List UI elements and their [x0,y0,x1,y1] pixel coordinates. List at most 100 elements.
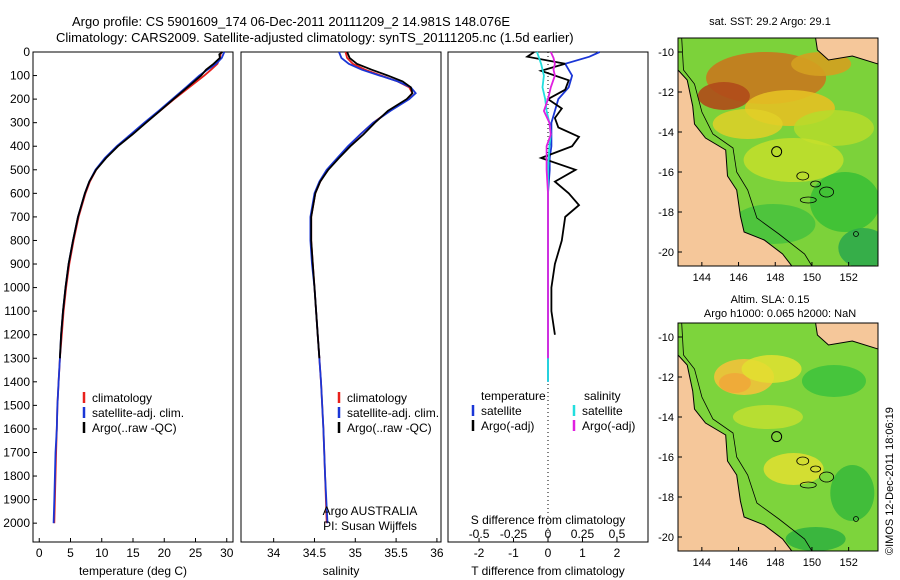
x-tick-label: 2 [614,546,621,560]
lon-tick-label: 148 [766,272,784,284]
pi-label: PI: Susan Wijffels [323,519,417,533]
salinity-series [309,51,417,524]
legend-label: satellite-adj. clim. [347,406,439,420]
depth-tick-label: 600 [10,186,30,200]
depth-tick-label: 1800 [3,469,30,483]
depth-tick-label: 1600 [3,422,30,436]
field-patch [838,228,878,266]
lon-tick-label: 146 [729,272,747,284]
salinity-x-label: salinity [323,564,360,578]
sla-map-title-2: Argo h1000: 0.065 h2000: NaN [704,308,856,320]
land-mass [678,323,793,551]
legend-label: climatology [347,391,407,405]
legend-label: Argo(..raw -QC) [347,421,432,435]
depth-tick-label: 1300 [3,351,30,365]
depth-tick-label: 1000 [3,281,30,295]
land-mass [815,323,878,350]
x-tick-label: 30 [220,546,234,560]
land-mass [815,38,878,65]
x-tick-label: -2 [474,546,485,560]
legend-label: Argo(-adj) [481,419,534,433]
sst-map-title: sat. SST: 29.2 Argo: 29.1 [709,16,831,28]
credit-label: ©IMOS 12-Dec-2011 18:06:19 [884,407,896,555]
difference-series [524,51,601,382]
x-tick-label: 36 [430,546,444,560]
s-tick-label: 0 [545,527,552,541]
title-line-1: Argo profile: CS 5901609_174 06-Dec-2011… [72,14,510,29]
s-tick-label: -0.5 [469,527,490,541]
legend-title-temperature: temperature [481,389,546,403]
lat-tick-label: -18 [658,207,674,219]
map-layers [678,323,878,551]
legend-label: satellite-adj. clim. [92,406,184,420]
temperature-frame [32,51,234,543]
field-patch [785,527,846,551]
lon-tick-label: 152 [839,557,857,569]
s-tick-label: -0.25 [500,527,528,541]
legend-title-salinity: salinity [584,389,621,403]
depth-tick-label: 1100 [4,304,30,318]
lat-tick-label: -12 [658,372,674,384]
reef-outline [819,471,835,483]
title-line-2: Climatology: CARS2009. Satellite-adjuste… [56,30,574,45]
reef-outline [810,465,822,473]
temperature-panel: 0100200300400500600700800900100011001200… [3,45,452,578]
field-patch [732,405,803,429]
difference-panel: -2 -1 0 1 2 -0.5 -0.25 0 0.25 0.5 temperature sali… [447,51,649,578]
t-difference-label: T difference from climatology [471,564,625,578]
depth-tick-label: 0 [23,45,30,59]
field-patch [801,365,866,397]
lat-tick-label: -14 [658,127,674,139]
lat-tick-label: -20 [658,532,674,544]
x-tick-label: 34 [267,546,281,560]
sst-map: sat. SST: 29.2 Argo: 29.1 -10-12-14-16-1… [658,16,879,284]
field-patch [718,373,751,393]
depth-tick-label: 700 [10,210,30,224]
lat-tick-label: -20 [658,247,674,259]
salinity-panel: 34 34.5 35 35.5 36 climatologysatellite-adj.… [240,51,444,578]
depth-tick-label: 900 [10,257,30,271]
map-frame [677,322,879,552]
lat-tick-label: -14 [658,412,674,424]
x-tick-label: 10 [95,546,109,560]
legend-label: Argo(-adj) [582,419,635,433]
x-tick-label: 1 [579,546,586,560]
map-frame [677,37,879,267]
field-patch [809,172,878,232]
depth-tick-label: 500 [10,163,30,177]
sst-map-plot: -10 -12 -14 -16 -18 -20 144 146 148 150 152 [658,37,879,284]
field-patch [731,204,816,244]
depth-tick-label: 300 [10,116,30,130]
reef-outline [796,456,810,466]
difference-x-axis: -2 -1 0 1 2 -0.5 -0.25 0 0.25 0.5 [469,527,626,560]
lon-tick-label: 148 [766,557,784,569]
temperature-series [52,51,226,524]
x-tick-label: 5 [67,546,74,560]
depth-tick-label: 800 [10,233,30,247]
profile-location-marker [771,431,783,443]
depth-tick-label: 200 [10,92,30,106]
depth-tick-label: 1400 [3,375,30,389]
difference-legend: temperature salinitysatelliteArgo(-adj)sa… [471,389,635,433]
s-tick-label: 0.25 [571,527,595,541]
depth-tick-label: 2000 [3,516,30,530]
field-patch [830,465,875,521]
field-patch [793,110,874,146]
legend-label: Argo(..raw -QC) [92,421,177,435]
x-tick-label: 20 [158,546,172,560]
depth-tick-label: 100 [10,69,30,83]
lon-tick-label: 146 [729,557,747,569]
depth-tick-label: 400 [10,139,30,153]
temperature-x-axis: 0 5 10 15 20 25 30 [36,538,234,560]
isobath-line [681,38,813,266]
depth-tick-label: 1500 [3,398,30,412]
lon-tick-label: 150 [803,557,821,569]
field-patch [741,355,802,383]
lon-tick-label: 144 [693,557,711,569]
salinity-frame [240,51,442,543]
reef-outline [799,196,817,204]
series-line [542,51,556,359]
series-line [310,51,414,359]
depth-tick-label: 1900 [3,493,30,507]
